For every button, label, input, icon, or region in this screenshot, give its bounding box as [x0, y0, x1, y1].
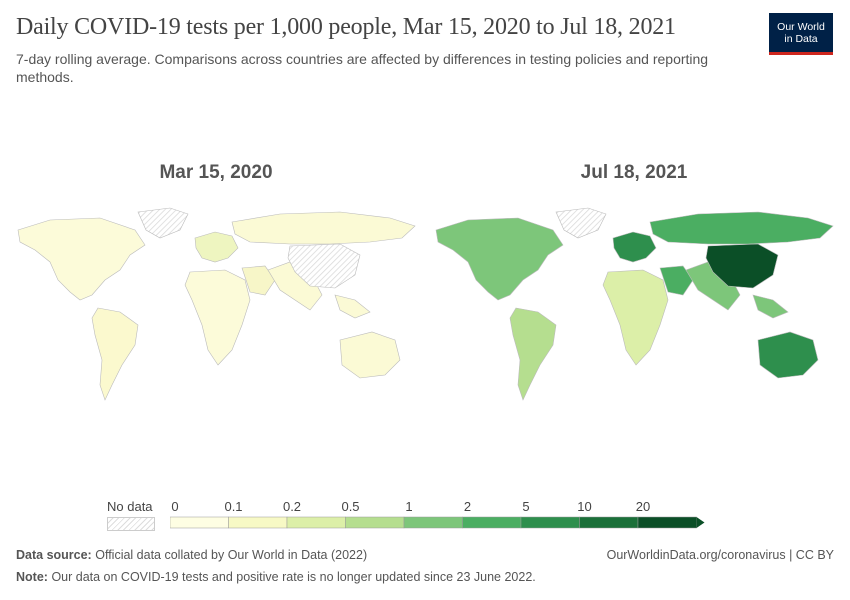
- legend-tick-label: 0.1: [224, 499, 243, 514]
- footer-source-label: Data source:: [16, 548, 92, 562]
- legend-tick-label: 20: [635, 499, 651, 514]
- map-left-title: Mar 15, 2020: [159, 162, 273, 183]
- legend-tick-label: 0.5: [341, 499, 360, 514]
- logo-line-2: in Data: [784, 32, 818, 45]
- mar-2020-region-middle-east[interactable]: [241, 265, 276, 296]
- legend-bin-2[interactable]: [286, 516, 346, 529]
- footer-note: Note: Our data on COVID-19 tests and pos…: [16, 570, 536, 584]
- legend-tick-label: 0: [171, 499, 179, 514]
- mar-2020-region-south-america[interactable]: [91, 307, 139, 401]
- jul-2021-region-africa[interactable]: [602, 269, 669, 366]
- world-map-mar-2020[interactable]: [10, 200, 430, 410]
- legend-bin-3[interactable]: [345, 516, 405, 529]
- map-right-title: Jul 18, 2021: [580, 162, 688, 183]
- mar-2020-region-greenland[interactable]: [137, 207, 189, 239]
- owid-logo[interactable]: Our World in Data: [769, 13, 833, 55]
- legend-bin-0[interactable]: [170, 516, 229, 529]
- legend-bin-1[interactable]: [228, 516, 288, 529]
- legend-tick-label: 5: [522, 499, 530, 514]
- world-map-jul-2021[interactable]: [428, 200, 848, 410]
- footer-source: Data source: Official data collated by O…: [16, 548, 367, 562]
- jul-2021-region-north-america[interactable]: [435, 217, 564, 301]
- footer-source-text: Official data collated by Our World in D…: [95, 548, 368, 562]
- mar-2020-region-north-america[interactable]: [17, 217, 146, 301]
- jul-2021-region-china[interactable]: [705, 243, 779, 289]
- legend-tick-label: 0.2: [282, 499, 302, 514]
- chart-title: Daily COVID-19 tests per 1,000 people, M…: [16, 14, 676, 40]
- mar-2020-region-africa[interactable]: [184, 269, 251, 366]
- legend-tick-label: 2: [463, 499, 472, 514]
- legend-bin-6[interactable]: [520, 516, 580, 529]
- chart-subtitle: 7-day rolling average. Comparisons acros…: [16, 51, 709, 85]
- mar-2020-region-russia[interactable]: [231, 211, 416, 245]
- legend-bin-7[interactable]: [579, 516, 639, 529]
- legend-bin-8[interactable]: [637, 516, 697, 529]
- legend-arrow-icon: [696, 517, 705, 528]
- logo-line-1: Our World: [777, 20, 825, 33]
- legend-color-bar[interactable]: [170, 514, 710, 534]
- mar-2020-region-europe[interactable]: [194, 231, 239, 263]
- jul-2021-region-greenland[interactable]: [555, 207, 607, 239]
- footer-url[interactable]: OurWorldinData.org/coronavirus | CC BY: [606, 548, 834, 562]
- jul-2021-region-south-america[interactable]: [509, 307, 557, 401]
- jul-2021-region-europe[interactable]: [612, 231, 657, 263]
- footer-note-text: Our data on COVID-19 tests and positive …: [51, 570, 536, 584]
- legend-tick-label: 1: [405, 499, 413, 514]
- mar-2020-region-australia[interactable]: [339, 331, 401, 379]
- legend-tick-label: 10: [577, 499, 592, 514]
- jul-2021-region-middle-east[interactable]: [659, 265, 694, 296]
- legend-no-data-label: No data: [107, 499, 153, 514]
- jul-2021-region-australia[interactable]: [757, 331, 819, 379]
- mar-2020-region-china[interactable]: [287, 243, 361, 289]
- jul-2021-region-russia[interactable]: [649, 211, 834, 245]
- legend-bin-4[interactable]: [403, 516, 463, 529]
- legend-bin-5[interactable]: [462, 516, 522, 529]
- footer-note-label: Note:: [16, 570, 48, 584]
- legend-no-data-swatch[interactable]: [107, 517, 155, 531]
